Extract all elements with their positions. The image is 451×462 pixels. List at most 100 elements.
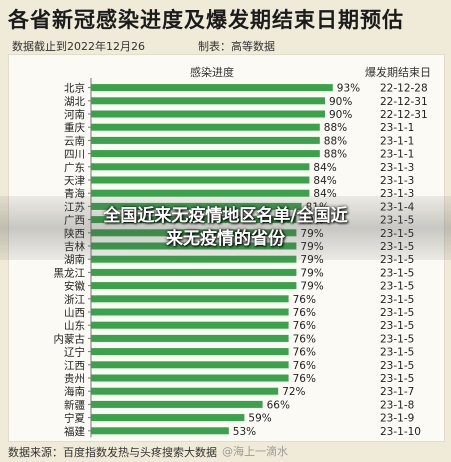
progress-bar (91, 255, 297, 263)
progress-bar (91, 163, 310, 171)
end-date-label: 23-1-7 (380, 386, 414, 398)
province-label: 海南 (64, 385, 85, 398)
end-date-label: 23-1-5 (380, 373, 414, 385)
province-label: 江苏 (64, 200, 85, 213)
province-label: 重庆 (64, 121, 85, 134)
province-label: 内蒙古 (54, 332, 86, 345)
headline-line-1: 全国近来无疫情地区名单/全国近 (103, 206, 348, 226)
end-date-label: 23-1-5 (380, 254, 414, 266)
province-label: 广西 (64, 215, 85, 227)
progress-value-label: 76% (293, 294, 316, 306)
end-date-label: 23-1-9 (380, 413, 414, 425)
province-label: 辽宁 (64, 346, 85, 359)
province-label: 新疆 (64, 398, 85, 411)
progress-value-label: 72% (282, 386, 305, 398)
progress-value-label: 79% (300, 281, 323, 293)
progress-value-label: 84% (313, 175, 336, 187)
headline-banner (0, 196, 451, 260)
end-date-label: 23-1-1 (380, 122, 414, 134)
progress-bar (91, 374, 289, 382)
province-label: 青海 (64, 187, 85, 200)
progress-bar (91, 427, 229, 435)
progress-bar (91, 229, 297, 237)
progress-value-label: 59% (248, 413, 271, 425)
province-label: 湖北 (64, 96, 85, 108)
end-date-label: 23-1-1 (380, 135, 414, 147)
progress-bar (91, 295, 289, 303)
end-date-label: 22-12-28 (380, 83, 428, 95)
progress-bar (91, 387, 279, 395)
progress-value-label: 88% (324, 135, 347, 147)
end-date-label: 23-1-5 (380, 228, 414, 240)
province-label: 贵州 (64, 372, 85, 385)
end-date-label: 23-1-5 (380, 360, 414, 372)
progress-bar (91, 400, 263, 408)
end-date-label: 23-1-5 (380, 347, 414, 359)
progress-value-label: 66% (267, 399, 290, 411)
end-date-label: 23-1-5 (380, 215, 414, 227)
progress-value-label: 76% (293, 347, 316, 359)
progress-value-label: 76% (293, 333, 316, 345)
producer-note: 制表：高等数据 (198, 40, 275, 53)
chart-title: 各省新冠感染进度及爆发期结束日期预估 (8, 8, 404, 32)
progress-bar (91, 110, 325, 118)
progress-bar (91, 308, 289, 316)
progress-bar (91, 150, 320, 158)
end-date-label: 23-1-5 (380, 333, 414, 345)
progress-bar (91, 361, 289, 369)
progress-bar (91, 282, 297, 290)
province-label: 北京 (64, 82, 85, 95)
province-label: 河南 (64, 108, 85, 121)
data-cutoff-note: 数据截止到2022年12月26 (12, 40, 145, 53)
progress-bar (91, 202, 302, 210)
watermark: @海上一滴水 (222, 445, 288, 458)
progress-bar (91, 242, 297, 250)
end-date-label: 22-12-31 (380, 109, 428, 121)
end-date-column-header: 爆发期结束日 (365, 65, 431, 79)
progress-bar (91, 123, 320, 131)
progress-value-label: 88% (324, 122, 347, 134)
progress-value-label: 53% (233, 426, 256, 438)
progress-value-label: 76% (293, 360, 316, 372)
progress-value-label: 84% (313, 162, 336, 174)
province-label: 湖南 (64, 253, 85, 266)
province-label: 浙江 (64, 294, 85, 306)
progress-value-label: 79% (300, 241, 323, 253)
progress-value-label: 79% (300, 254, 323, 266)
end-date-label: 23-1-5 (380, 307, 414, 319)
province-label: 四川 (64, 149, 85, 161)
progress-bar (91, 268, 297, 276)
progress-column-header: 感染进度 (190, 65, 234, 79)
progress-value-label: 76% (293, 320, 316, 332)
progress-value-label: 79% (300, 215, 323, 227)
end-date-label: 23-1-5 (380, 267, 414, 279)
province-label: 安徽 (64, 280, 85, 293)
province-label: 宁夏 (64, 412, 85, 425)
headline-text: 全国近来无疫情地区名单/全国近 来无疫情的省份 (0, 205, 451, 251)
province-label: 陕西 (64, 227, 85, 240)
province-label: 黑龙江 (54, 266, 86, 279)
province-label: 云南 (64, 134, 85, 147)
end-date-label: 23-1-4 (380, 201, 415, 213)
progress-value-label: 79% (300, 228, 323, 240)
progress-value-label: 81% (306, 201, 329, 213)
progress-bar (91, 176, 310, 184)
province-label: 吉林 (64, 240, 85, 253)
end-date-label: 23-1-5 (380, 294, 414, 306)
progress-value-label: 76% (293, 373, 316, 385)
province-label: 江西 (64, 360, 85, 372)
progress-value-label: 93% (337, 83, 360, 95)
province-label: 广东 (64, 161, 85, 174)
end-date-label: 22-12-31 (380, 96, 428, 108)
end-date-label: 23-1-5 (380, 320, 414, 332)
progress-bar (91, 414, 245, 422)
end-date-label: 23-1-3 (380, 175, 414, 187)
progress-value-label: 90% (329, 109, 352, 121)
end-date-label: 23-1-3 (380, 188, 414, 200)
progress-value-label: 76% (293, 307, 316, 319)
end-date-label: 23-1-10 (380, 426, 421, 438)
progress-bar (91, 216, 297, 224)
progress-value-label: 90% (329, 96, 352, 108)
progress-value-label: 88% (324, 149, 347, 161)
